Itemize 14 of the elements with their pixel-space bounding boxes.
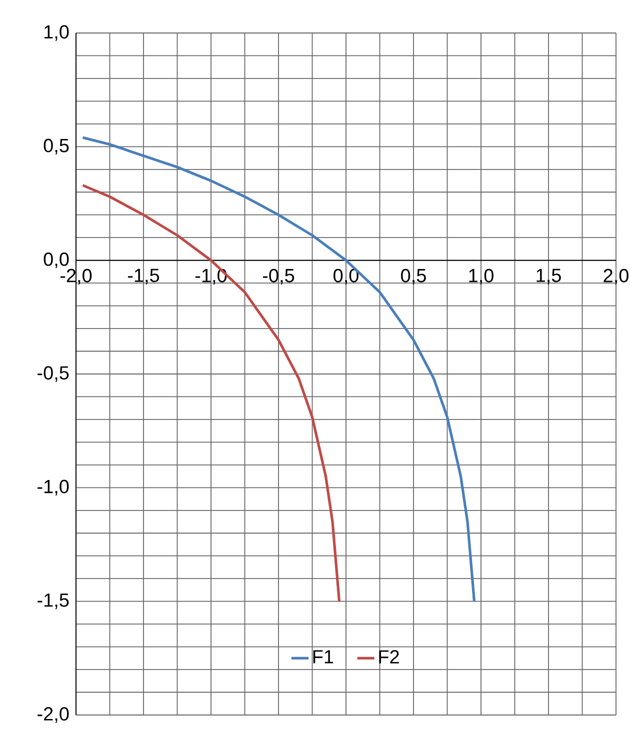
x-tick-label: 2,0	[604, 268, 628, 285]
y-tick-label: -1,5	[38, 594, 69, 610]
y-tick-label: -1,0	[38, 480, 69, 496]
x-tick-label: 1,5	[536, 268, 561, 284]
y-tick-label: 0,0	[44, 252, 69, 268]
x-tick-label: 0,5	[401, 268, 426, 285]
x-tick-label: -0,5	[262, 268, 294, 285]
x-tick-label: 1,0	[469, 268, 494, 285]
legend-label: F1	[313, 650, 334, 664]
x-tick-label: -1,5	[128, 268, 160, 284]
y-tick-label: 0,5	[44, 138, 69, 155]
y-tick-label: -0,5	[38, 366, 69, 382]
y-tick-label: 1,0	[44, 25, 69, 41]
y-tick-label: -2,0	[38, 707, 69, 723]
